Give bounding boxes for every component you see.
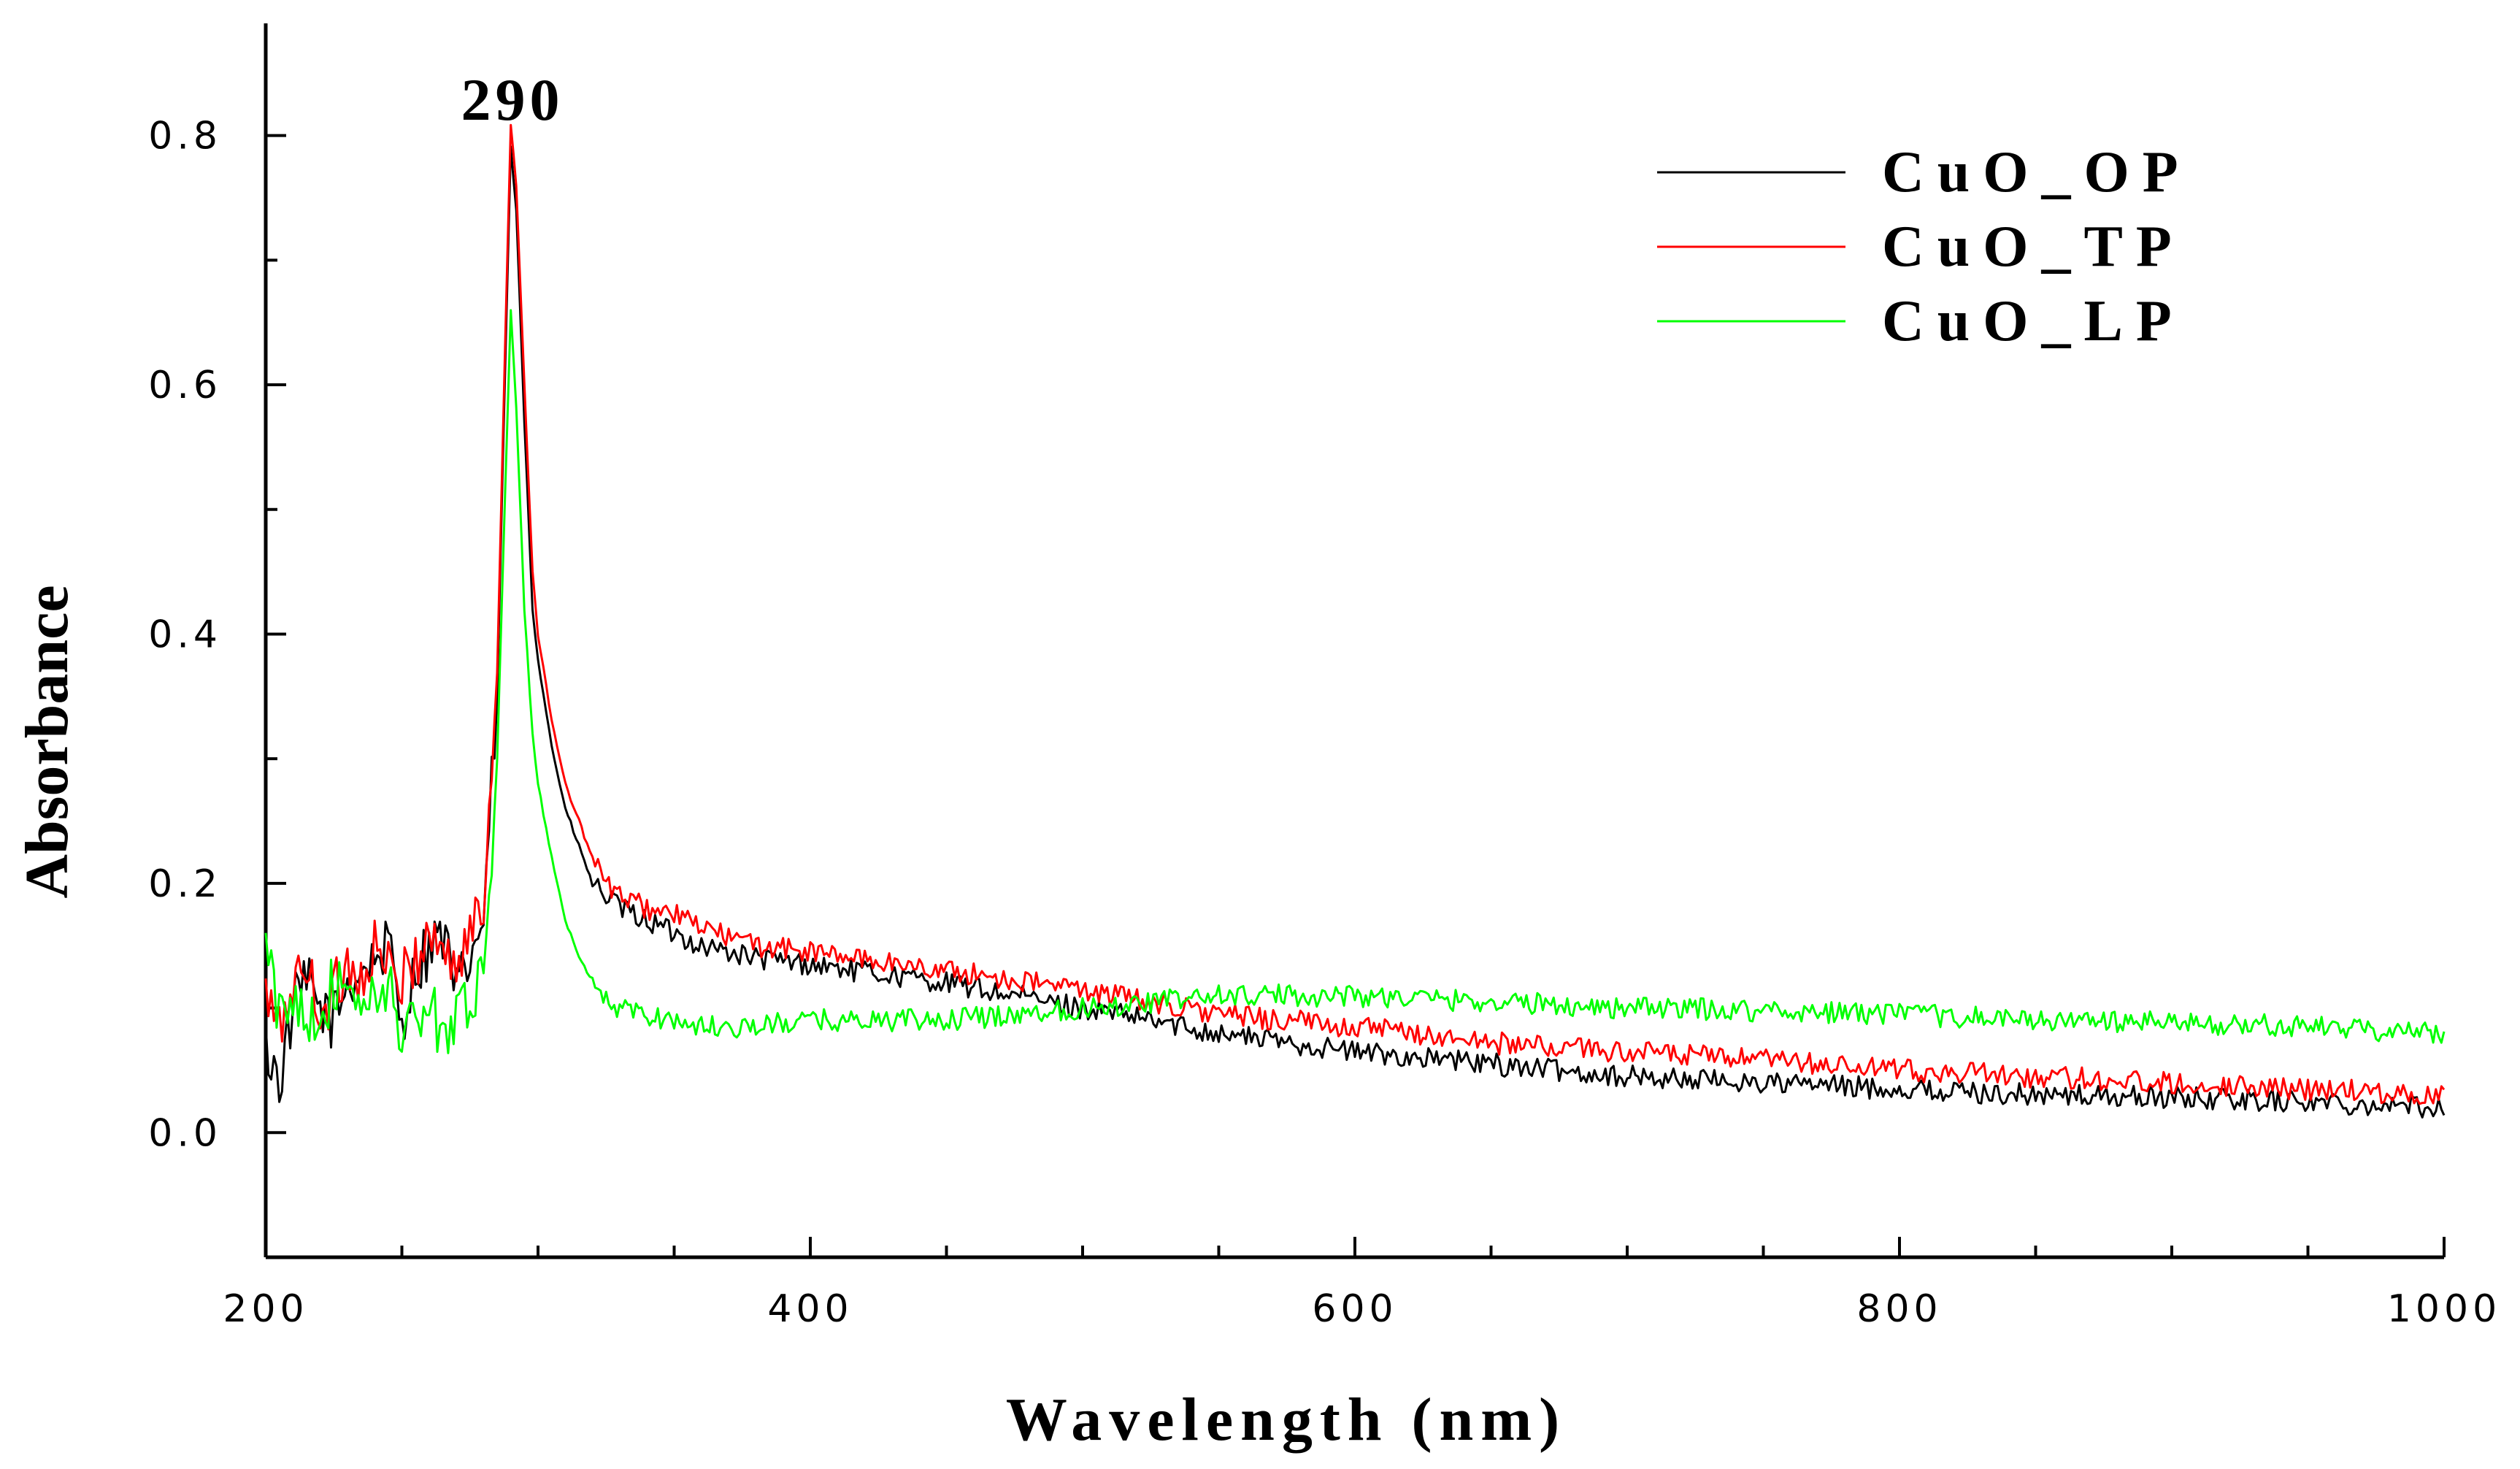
y-axis-title: Absorbance — [13, 585, 81, 898]
x-axis-ticks: 200 400 600 800 1000 — [223, 1237, 2501, 1331]
y-tick-label: 0.0 — [148, 1111, 222, 1155]
series-line-cuo-tp — [264, 123, 2446, 1105]
series-line-cuo-lp — [264, 309, 2446, 1054]
x-tick-label: 800 — [1856, 1287, 1942, 1331]
y-tick-label: 0.8 — [148, 115, 222, 158]
x-axis-title: Wavelength (nm) — [1006, 1386, 1567, 1454]
legend-label-cuo-op: CuO_OP — [1882, 140, 2191, 204]
y-tick-label: 0.4 — [148, 613, 222, 656]
x-tick-label: 600 — [1312, 1287, 1397, 1331]
legend: CuO_OP CuO_TP CuO_LP — [1657, 140, 2191, 353]
x-tick-label: 200 — [223, 1287, 308, 1331]
plot-frame — [264, 23, 2444, 1259]
x-tick-label: 400 — [767, 1287, 853, 1331]
x-tick-label: 1000 — [2387, 1287, 2501, 1331]
y-tick-label: 0.2 — [148, 862, 222, 906]
y-tick-label: 0.6 — [148, 364, 222, 407]
series-lines — [264, 123, 2446, 1119]
legend-label-cuo-tp: CuO_TP — [1882, 215, 2185, 279]
legend-label-cuo-lp: CuO_LP — [1882, 289, 2185, 353]
y-axis-ticks: 0.0 0.2 0.4 0.6 0.8 — [148, 115, 286, 1259]
peak-annotation: 290 — [461, 66, 564, 133]
